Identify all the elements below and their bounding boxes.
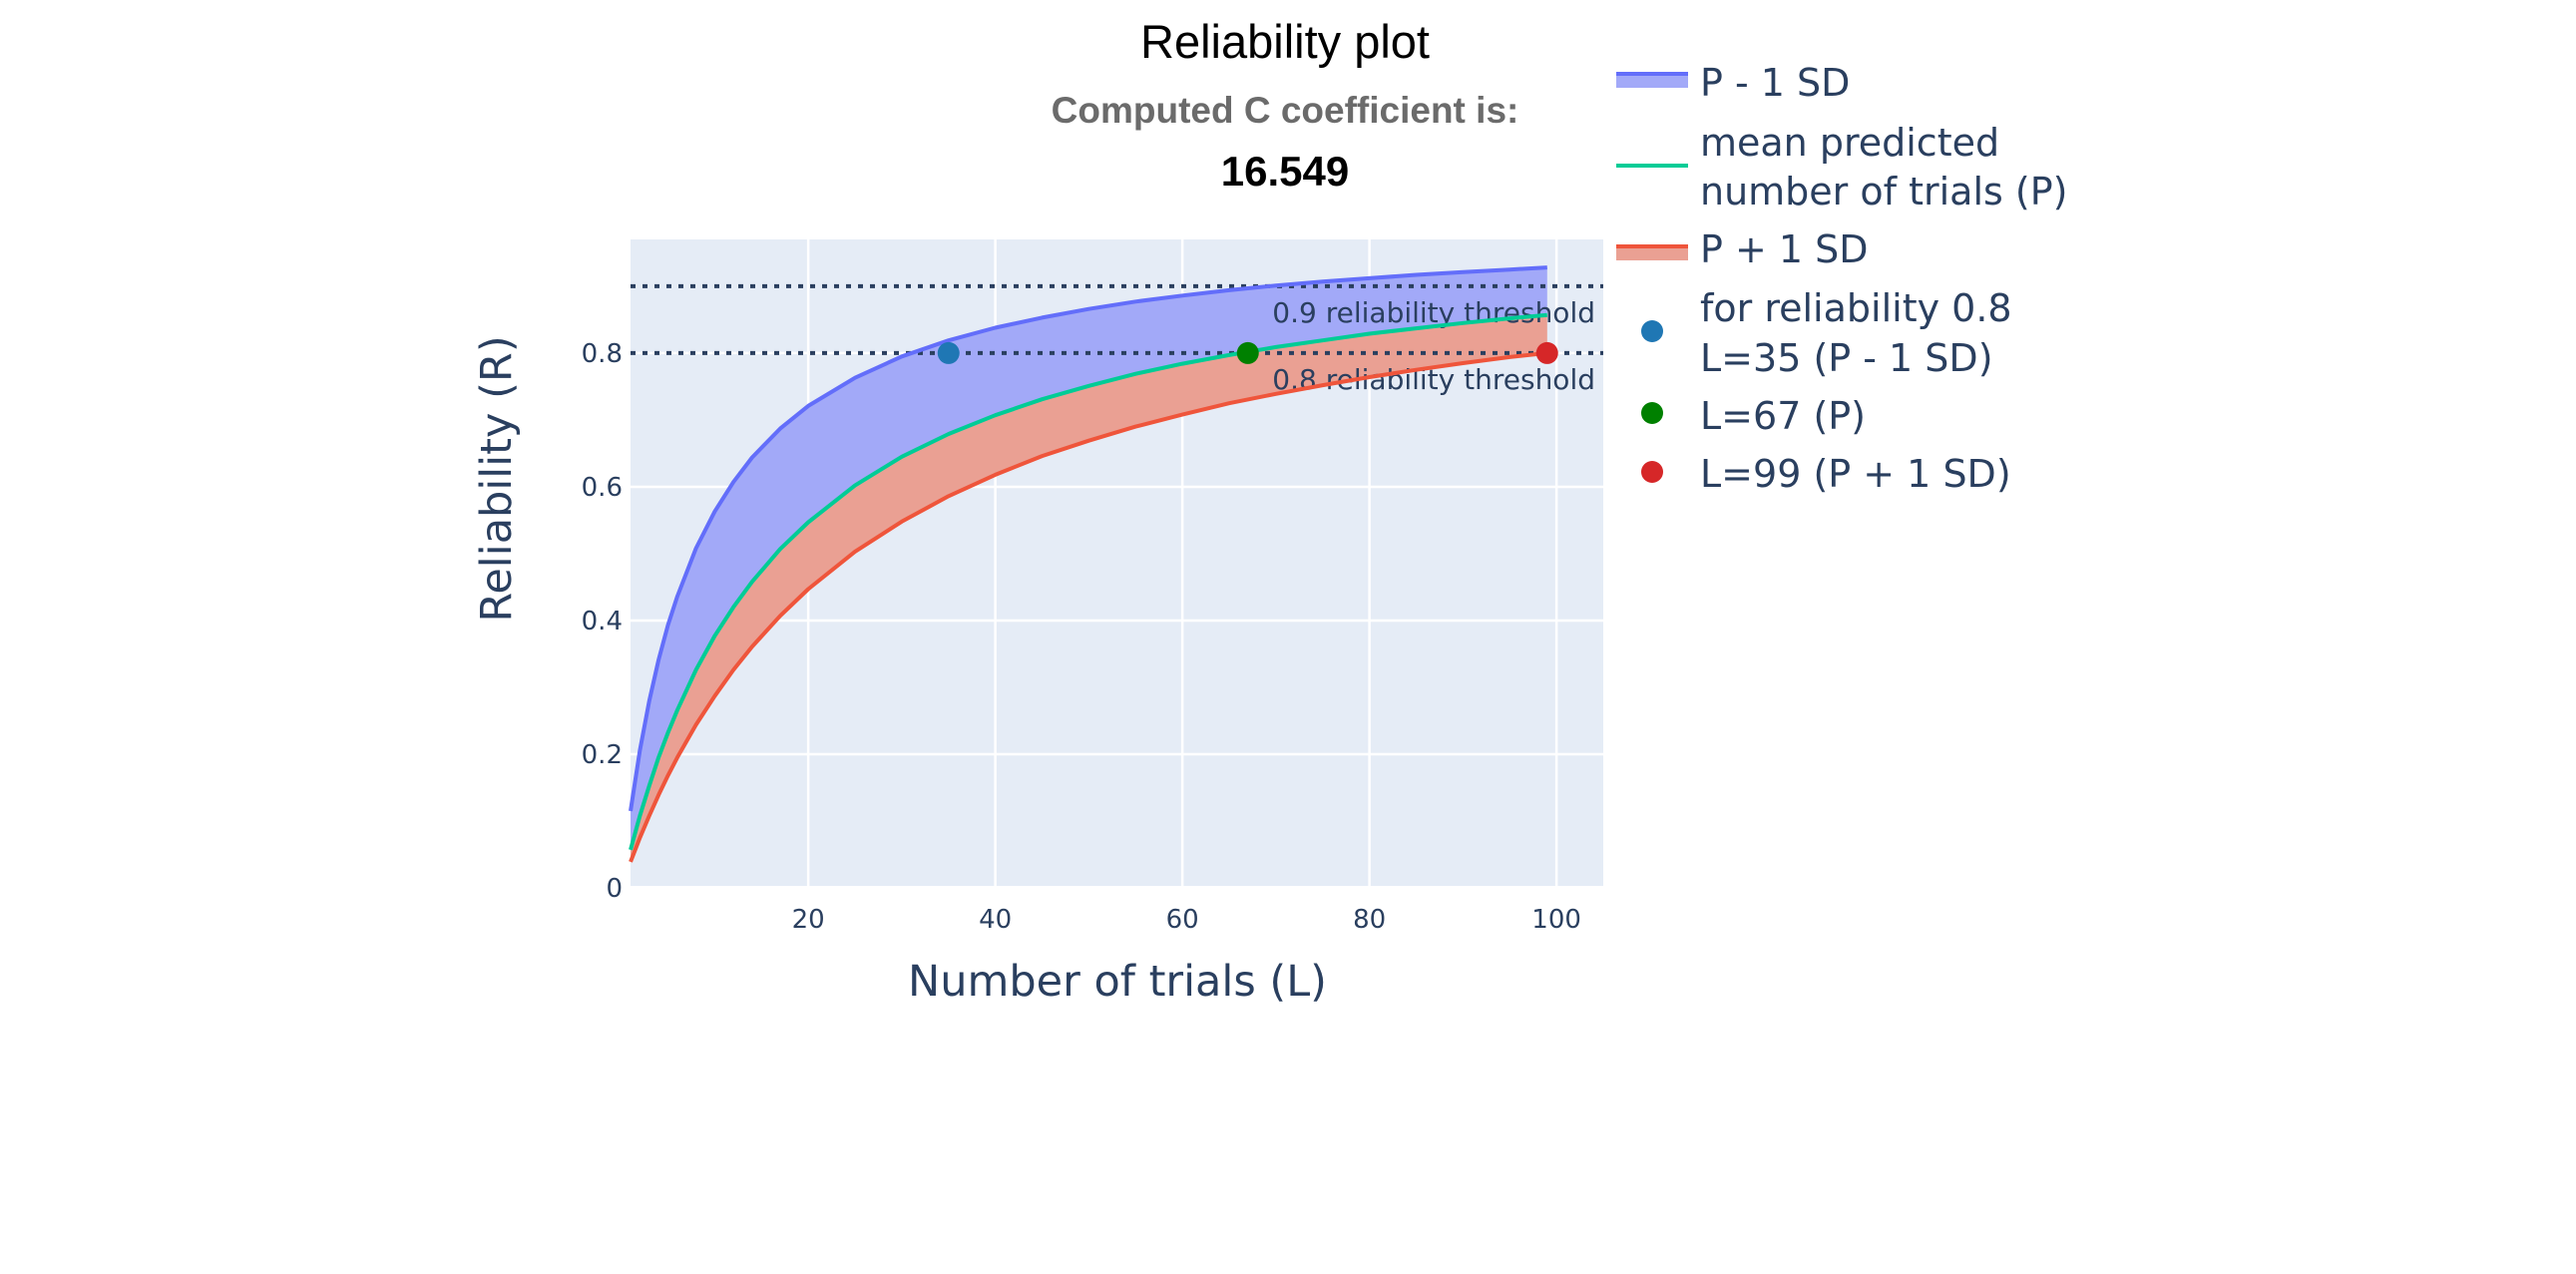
legend-label-l99[interactable]: L=99 (P + 1 SD) xyxy=(1700,452,2011,496)
legend-marker-l67[interactable] xyxy=(1641,402,1663,424)
legend-label-l35-text: L=35 (P - 1 SD) xyxy=(1700,336,1993,380)
series-line-2 xyxy=(629,350,1548,863)
legend-label-p-plus-1sd[interactable]: P + 1 SD xyxy=(1700,227,1869,271)
x-tick-label: 20 xyxy=(792,905,825,935)
point-marker-0[interactable] xyxy=(937,341,960,364)
threshold-label: 0.9 reliability threshold xyxy=(1272,296,1595,329)
y-axis-title: Reliability (R) xyxy=(472,335,522,622)
point-marker-1[interactable] xyxy=(1236,341,1259,364)
legend-label-p-minus-1sd[interactable]: P - 1 SD xyxy=(1700,61,1850,105)
series-lines xyxy=(629,265,1548,863)
band-fill-lower xyxy=(631,314,1547,862)
legend-label-l67[interactable]: L=67 (P) xyxy=(1700,394,1866,438)
y-axis-ticks: 0 0.2 0.4 0.6 0.8 xyxy=(582,339,623,904)
legend-label-l35[interactable]: for reliability 0.8 L=35 (P - 1 SD) xyxy=(1700,286,2024,380)
x-tick-label: 100 xyxy=(1531,905,1581,935)
x-axis-ticks: 20 40 60 80 100 xyxy=(792,905,1581,935)
band-fill-upper xyxy=(631,267,1547,850)
y-tick-label: 0 xyxy=(606,874,623,904)
legend-label-mean-line2: number of trials (P) xyxy=(1700,170,2067,213)
legend: P - 1 SD mean predicted number of trials… xyxy=(1616,61,2067,496)
band-fills xyxy=(631,267,1547,862)
reliability-points xyxy=(937,341,1558,364)
y-tick-label: 0.2 xyxy=(582,740,623,770)
series-line-0 xyxy=(629,265,1547,812)
x-tick-label: 40 xyxy=(979,905,1012,935)
legend-label-mean[interactable]: mean predicted number of trials (P) xyxy=(1700,121,2067,213)
chart-title: Reliability plot xyxy=(1140,15,1430,68)
chart-subtitle: Computed C coefficient is: xyxy=(1052,90,1519,131)
y-tick-label: 0.4 xyxy=(582,607,623,637)
legend-marker-l99[interactable] xyxy=(1641,461,1663,483)
series-line-1 xyxy=(629,312,1547,851)
legend-marker-l35[interactable] xyxy=(1641,320,1663,342)
legend-group-title: for reliability 0.8 xyxy=(1700,286,2012,330)
x-axis-title: Number of trials (L) xyxy=(908,957,1327,1007)
x-tick-label: 80 xyxy=(1353,905,1386,935)
point-marker-2[interactable] xyxy=(1535,341,1558,364)
y-tick-label: 0.6 xyxy=(582,473,623,503)
y-tick-label: 0.8 xyxy=(582,339,623,369)
coefficient-value: 16.549 xyxy=(1221,148,1349,195)
legend-label-mean-line1: mean predicted xyxy=(1700,121,1999,165)
x-tick-label: 60 xyxy=(1166,905,1199,935)
